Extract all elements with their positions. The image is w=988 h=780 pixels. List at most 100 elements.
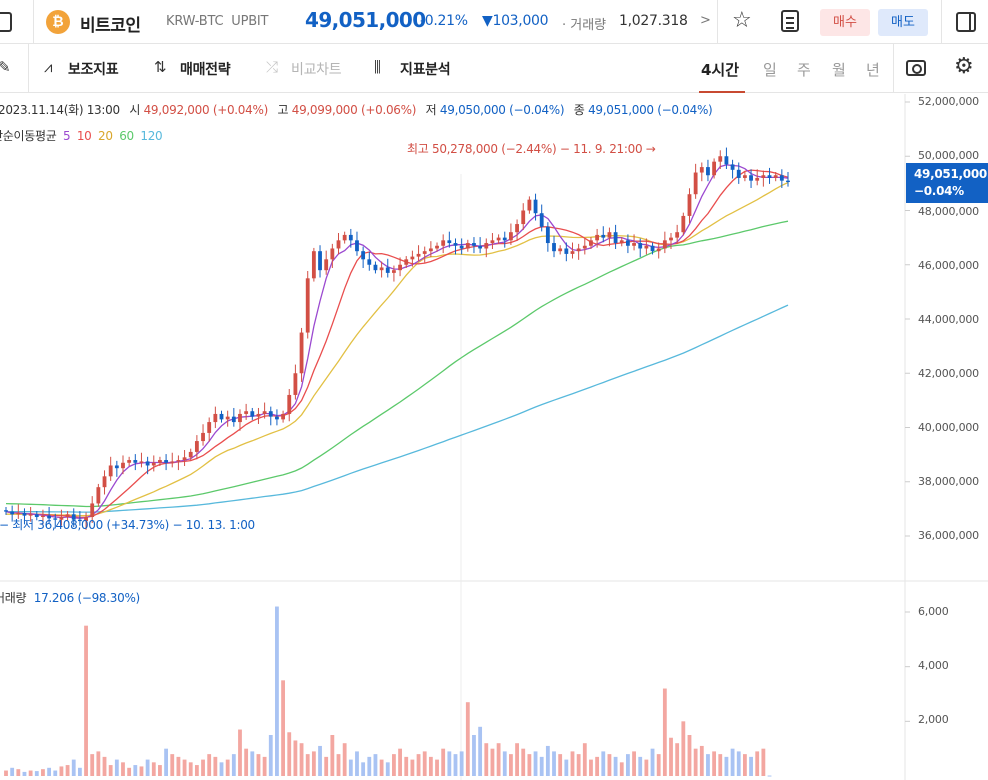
volume-bar	[416, 754, 421, 776]
candle-body	[416, 253, 421, 257]
volume-bar	[392, 754, 396, 776]
divider	[893, 44, 894, 93]
volume-bar	[564, 759, 569, 776]
indicators-button[interactable]: 보조지표	[68, 62, 119, 78]
volume-bar	[182, 759, 187, 776]
volume-bar	[582, 743, 587, 776]
compare-chart-button[interactable]: 비교차트	[291, 62, 342, 78]
volume-bar	[527, 754, 532, 776]
candle-body	[108, 465, 113, 477]
candle-body	[570, 251, 575, 254]
star-icon[interactable]: ☆	[732, 8, 752, 33]
volume-bar	[669, 737, 673, 776]
candle-body	[385, 267, 390, 273]
volume-bar	[589, 759, 593, 776]
timeframe-year[interactable]: 년	[866, 61, 880, 79]
candle-body	[182, 457, 187, 461]
candle-body	[564, 248, 569, 254]
volume-bar	[41, 769, 45, 776]
panel-toggle-icon[interactable]	[0, 12, 12, 32]
candle-body	[164, 460, 169, 463]
volume-bar	[404, 756, 409, 776]
volume-label: · 거래량	[562, 18, 607, 33]
volume-bar	[225, 759, 230, 776]
candle-body	[145, 461, 150, 466]
divider	[717, 0, 718, 44]
timeframe-month[interactable]: 월	[832, 61, 846, 79]
volume-bar	[552, 751, 556, 776]
volume-bar	[268, 735, 273, 776]
volume-bar	[231, 754, 236, 776]
volume-bar	[699, 745, 704, 776]
timeframe-week[interactable]: 주	[797, 61, 811, 79]
sell-button[interactable]: 매도	[878, 9, 928, 36]
candle-body	[194, 441, 199, 452]
volume-bar	[502, 751, 507, 776]
candle-body	[552, 243, 556, 252]
volume-bar	[533, 751, 538, 776]
volume-bar	[10, 767, 15, 776]
price-chart[interactable]	[0, 94, 988, 780]
trade-strategy-button[interactable]: 매매전략	[180, 62, 231, 78]
volume-bar	[201, 759, 205, 776]
candle-body	[428, 248, 433, 252]
camera-icon[interactable]	[906, 60, 926, 76]
gear-icon[interactable]: ⚙	[954, 54, 974, 79]
order-book-icon[interactable]	[781, 10, 799, 32]
volume-bar	[244, 748, 249, 776]
volume-bar	[170, 754, 175, 776]
volume-bar	[213, 756, 218, 776]
layout-icon[interactable]	[956, 12, 976, 32]
candle-body	[238, 413, 242, 423]
candle-body	[256, 413, 261, 417]
volume-bar	[706, 754, 710, 776]
candle-body	[330, 248, 335, 260]
candle-body	[638, 243, 643, 249]
volume-bar	[238, 729, 242, 776]
volume-bar	[515, 743, 519, 776]
volume-bar	[373, 754, 378, 776]
divider	[28, 44, 29, 93]
candle-body	[262, 411, 267, 414]
volume-bar	[145, 759, 150, 776]
volume-bar	[465, 702, 470, 776]
pencil-icon[interactable]: ✎	[0, 58, 11, 76]
candle-body	[305, 278, 310, 333]
buy-button[interactable]: 매수	[820, 9, 870, 36]
candle-body	[213, 413, 218, 423]
candle-body	[613, 232, 618, 244]
candle-body	[398, 264, 402, 271]
volume-bar	[256, 754, 261, 776]
volume-bar	[490, 748, 495, 776]
timeframe-4h[interactable]: 4시간	[701, 61, 740, 79]
candle-body	[453, 243, 458, 246]
volume-bar	[662, 688, 667, 776]
volume-bar	[102, 756, 107, 776]
candle-body	[231, 416, 236, 423]
volume-bar	[305, 754, 310, 776]
volume-bar	[644, 759, 649, 776]
volume-bar	[650, 748, 655, 776]
price-tick: 48,000,000	[918, 205, 979, 218]
candle-body	[133, 460, 138, 463]
ma5-line	[5, 164, 789, 520]
candle-body	[47, 515, 52, 519]
volume-bar	[194, 765, 199, 776]
volume-bar	[484, 743, 489, 776]
candle-body	[404, 259, 409, 265]
candle-body	[650, 245, 655, 252]
indicator-analysis-button[interactable]: 지표분석	[400, 62, 451, 78]
candle-body	[22, 512, 27, 516]
candle-body	[576, 248, 581, 252]
volume-bar	[472, 735, 476, 776]
volume-bar	[539, 756, 544, 776]
volume-bar	[311, 751, 316, 776]
timeframe-day[interactable]: 일	[763, 61, 777, 79]
divider	[941, 0, 942, 44]
candle-body	[681, 215, 686, 233]
candle-body	[755, 177, 760, 181]
candle-body	[539, 213, 544, 227]
chevron-right-icon[interactable]: >	[700, 13, 711, 28]
volume-bar	[28, 770, 33, 776]
volume-bar	[108, 765, 113, 776]
